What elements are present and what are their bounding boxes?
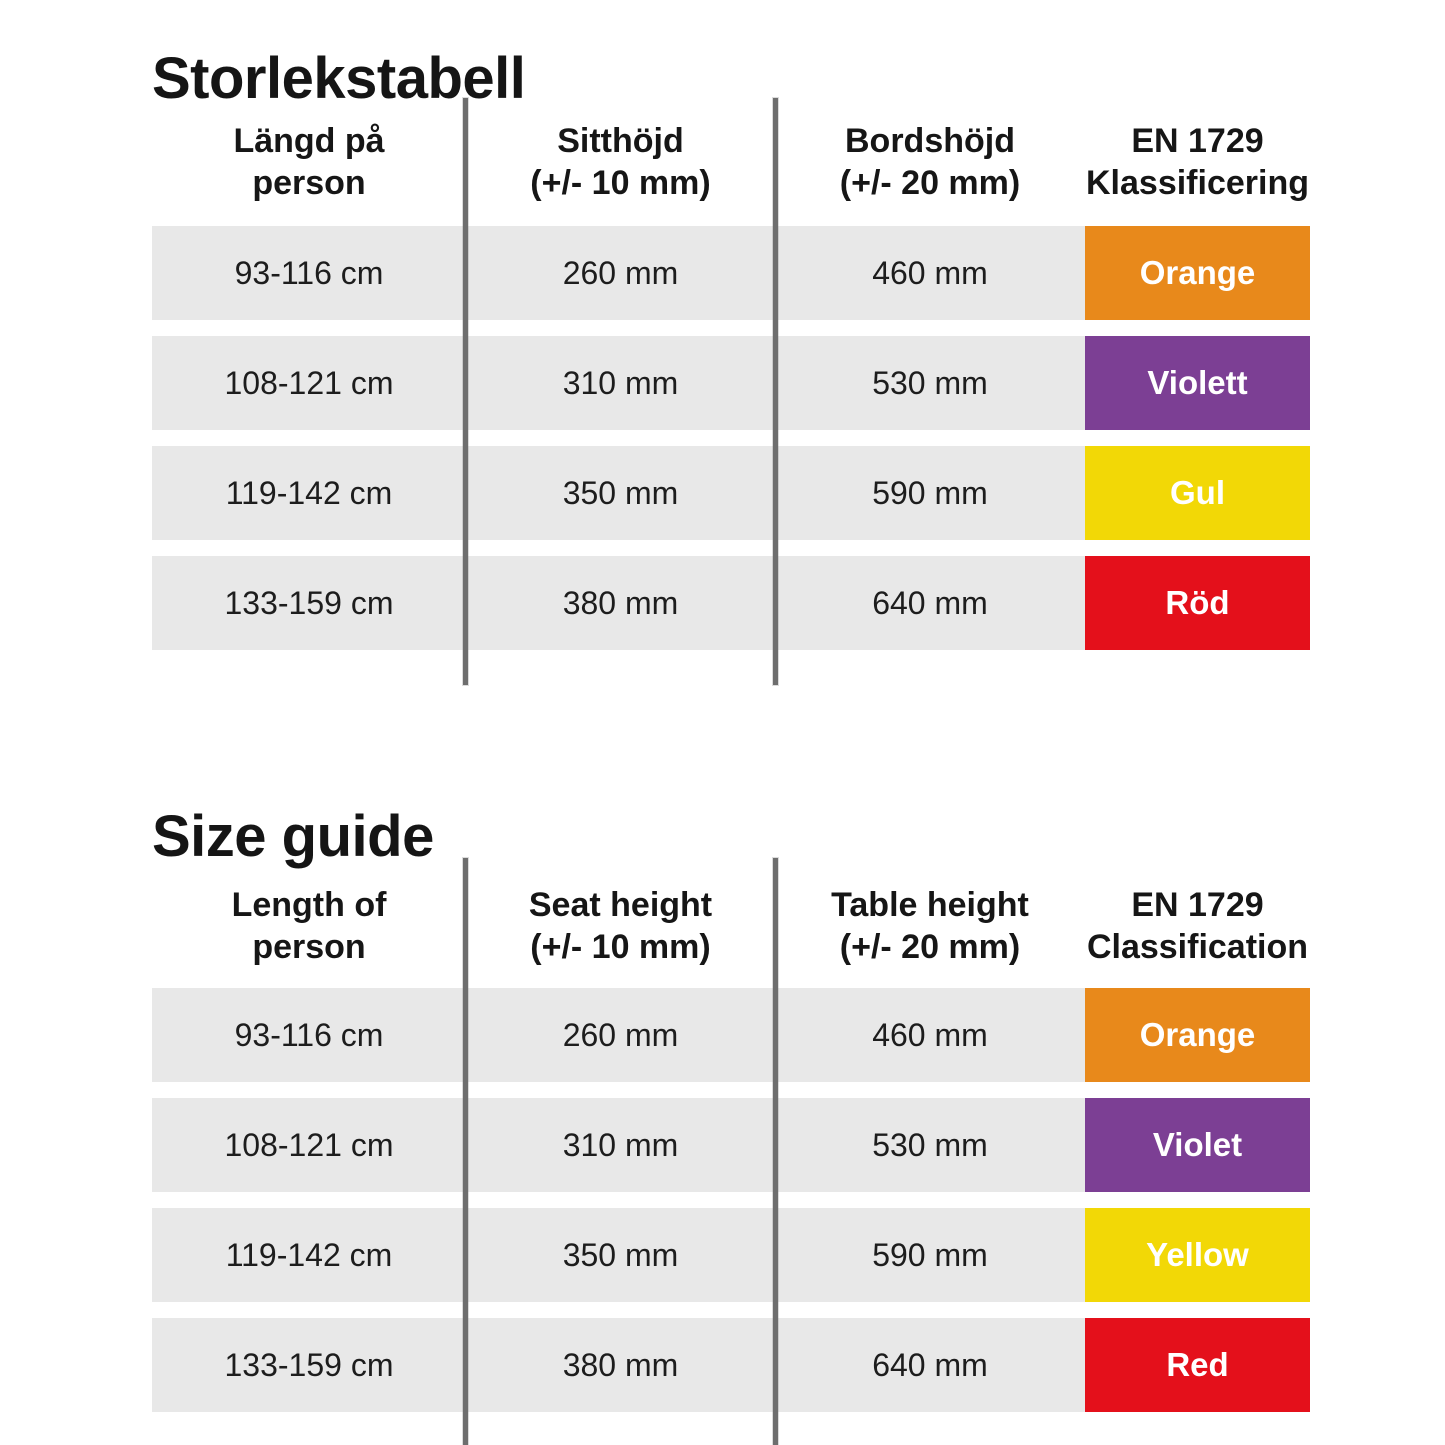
header-line: EN 1729 (1131, 122, 1264, 160)
cell-seat-height: 350 mm (466, 446, 775, 540)
cell-seat-height: 310 mm (466, 1098, 775, 1192)
cell-table-height: 530 mm (775, 336, 1085, 430)
header-line: (+/- 10 mm) (530, 928, 711, 966)
cell-seat-height: 260 mm (466, 226, 775, 320)
column-divider (773, 98, 778, 685)
cell-length: 108-121 cm (152, 336, 466, 430)
classification-badge: Röd (1085, 556, 1310, 650)
cell-table-height: 640 mm (775, 1318, 1085, 1412)
header-seat-height: Sitthöjd (+/- 10 mm) (466, 120, 775, 204)
table-row: 133-159 cm 380 mm 640 mm Red (152, 1318, 1310, 1412)
cell-seat-height: 350 mm (466, 1208, 775, 1302)
table-row: 119-142 cm 350 mm 590 mm Yellow (152, 1208, 1310, 1302)
column-divider (463, 858, 468, 1445)
column-divider (463, 98, 468, 685)
cell-table-height: 530 mm (775, 1098, 1085, 1192)
header-line: (+/- 20 mm) (839, 164, 1021, 202)
header-line: EN 1729 (1131, 886, 1264, 924)
table-header-swedish: Längd på person Sitthöjd (+/- 10 mm) Bor… (152, 120, 1310, 204)
classification-badge: Violet (1085, 1098, 1310, 1192)
classification-badge: Red (1085, 1318, 1310, 1412)
classification-badge: Yellow (1085, 1208, 1310, 1302)
header-length-of-person: Length of person (152, 884, 466, 968)
cell-length: 93-116 cm (152, 226, 466, 320)
cell-length: 133-159 cm (152, 556, 466, 650)
cell-length: 119-142 cm (152, 446, 466, 540)
classification-badge: Orange (1085, 988, 1310, 1082)
header-line: Seat height (528, 886, 713, 924)
header-table-height: Bordshöjd (+/- 20 mm) (775, 120, 1085, 204)
cell-length: 93-116 cm (152, 988, 466, 1082)
table-row: 119-142 cm 350 mm 590 mm Gul (152, 446, 1310, 540)
cell-table-height: 590 mm (775, 446, 1085, 540)
header-length-of-person: Längd på person (152, 120, 466, 204)
cell-seat-height: 310 mm (466, 336, 775, 430)
header-line: person (252, 928, 366, 966)
table-row: 133-159 cm 380 mm 640 mm Röd (152, 556, 1310, 650)
header-classification: EN 1729 Klassificering (1085, 120, 1310, 204)
classification-badge: Violett (1085, 336, 1310, 430)
classification-badge: Orange (1085, 226, 1310, 320)
cell-table-height: 590 mm (775, 1208, 1085, 1302)
table-row: 93-116 cm 260 mm 460 mm Orange (152, 988, 1310, 1082)
header-classification: EN 1729 Classification (1085, 884, 1310, 968)
cell-seat-height: 380 mm (466, 556, 775, 650)
header-seat-height: Seat height (+/- 10 mm) (466, 884, 775, 968)
cell-table-height: 460 mm (775, 226, 1085, 320)
column-divider (773, 858, 778, 1445)
header-line: Bordshöjd (845, 122, 1015, 160)
header-line: Table height (831, 886, 1029, 924)
header-line: Längd på (233, 122, 385, 160)
cell-length: 108-121 cm (152, 1098, 466, 1192)
table-header-english: Length of person Seat height (+/- 10 mm)… (152, 884, 1310, 968)
cell-seat-height: 380 mm (466, 1318, 775, 1412)
table-title-english: Size guide (152, 803, 434, 869)
header-line: Klassificering (1086, 164, 1309, 202)
header-line: Classification (1086, 928, 1309, 966)
header-line: Sitthöjd (557, 122, 684, 160)
header-line: person (252, 164, 366, 202)
table-row: 108-121 cm 310 mm 530 mm Violett (152, 336, 1310, 430)
cell-seat-height: 260 mm (466, 988, 775, 1082)
table-title-swedish: Storlekstabell (152, 45, 526, 111)
table-row: 93-116 cm 260 mm 460 mm Orange (152, 226, 1310, 320)
header-line: (+/- 20 mm) (839, 928, 1021, 966)
header-line: (+/- 10 mm) (530, 164, 711, 202)
cell-table-height: 640 mm (775, 556, 1085, 650)
cell-table-height: 460 mm (775, 988, 1085, 1082)
table-row: 108-121 cm 310 mm 530 mm Violet (152, 1098, 1310, 1192)
cell-length: 133-159 cm (152, 1318, 466, 1412)
classification-badge: Gul (1085, 446, 1310, 540)
header-table-height: Table height (+/- 20 mm) (775, 884, 1085, 968)
cell-length: 119-142 cm (152, 1208, 466, 1302)
header-line: Length of (231, 886, 387, 924)
